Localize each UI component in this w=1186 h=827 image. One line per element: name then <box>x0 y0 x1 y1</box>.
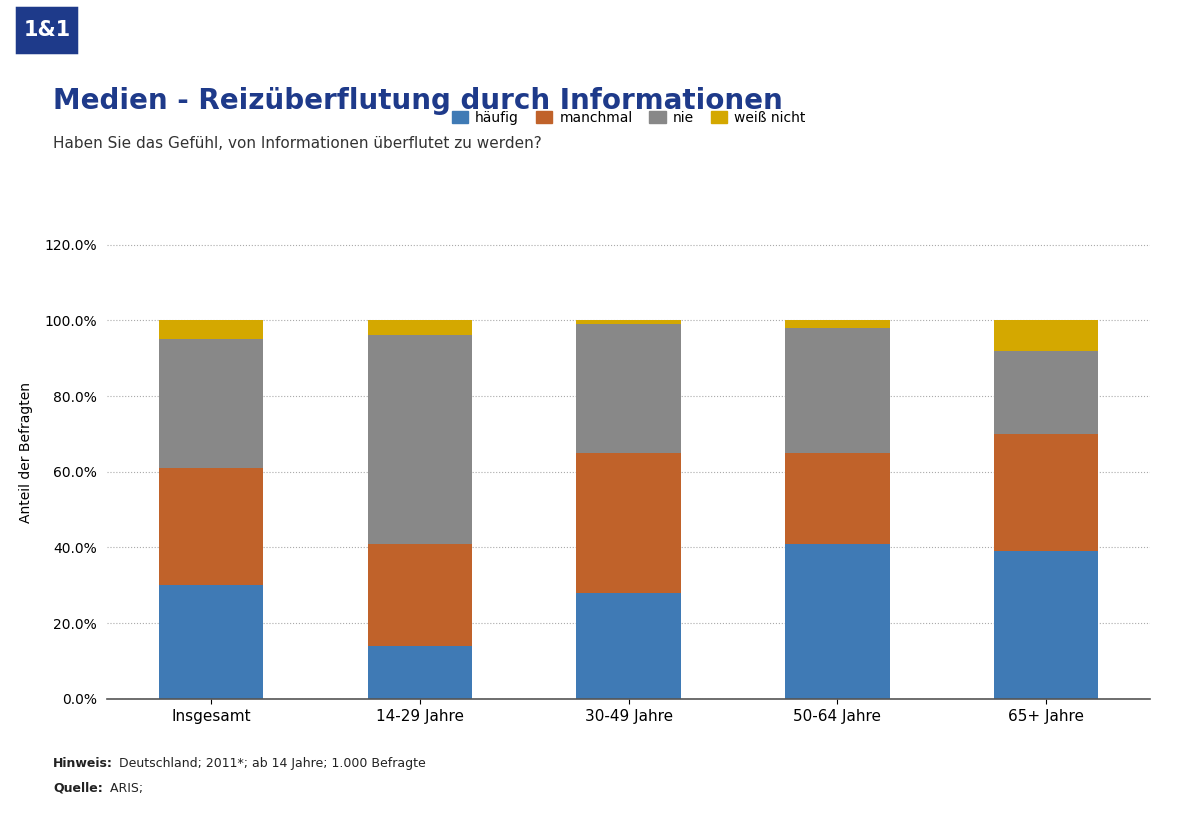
Bar <box>785 320 890 327</box>
FancyBboxPatch shape <box>14 5 79 55</box>
Bar <box>576 453 681 593</box>
Legend: häufig, manchmal, nie, weiß nicht: häufig, manchmal, nie, weiß nicht <box>446 105 811 131</box>
Bar <box>994 351 1098 434</box>
Bar <box>994 434 1098 552</box>
Text: ARIS;: ARIS; <box>106 782 142 795</box>
Text: Hinweis:: Hinweis: <box>53 757 113 770</box>
Bar <box>785 453 890 543</box>
Y-axis label: Anteil der Befragten: Anteil der Befragten <box>19 382 33 523</box>
Bar <box>159 320 263 339</box>
Bar <box>576 593 681 699</box>
Bar <box>159 468 263 586</box>
Text: 1&1: 1&1 <box>24 20 70 40</box>
Text: Deutschland; 2011*; ab 14 Jahre; 1.000 Befragte: Deutschland; 2011*; ab 14 Jahre; 1.000 B… <box>115 757 426 770</box>
Bar <box>368 320 472 336</box>
Text: Medien - Reizüberflutung durch Informationen: Medien - Reizüberflutung durch Informati… <box>53 87 783 115</box>
Text: Quelle:: Quelle: <box>53 782 103 795</box>
Bar <box>994 320 1098 351</box>
Bar <box>368 646 472 699</box>
Bar <box>159 586 263 699</box>
Bar <box>576 320 681 324</box>
Bar <box>368 336 472 543</box>
Bar <box>368 543 472 646</box>
Bar <box>785 327 890 453</box>
Text: Haben Sie das Gefühl, von Informationen überflutet zu werden?: Haben Sie das Gefühl, von Informationen … <box>53 136 542 151</box>
Bar <box>785 543 890 699</box>
Bar <box>994 552 1098 699</box>
Bar <box>576 324 681 453</box>
Bar <box>159 339 263 468</box>
